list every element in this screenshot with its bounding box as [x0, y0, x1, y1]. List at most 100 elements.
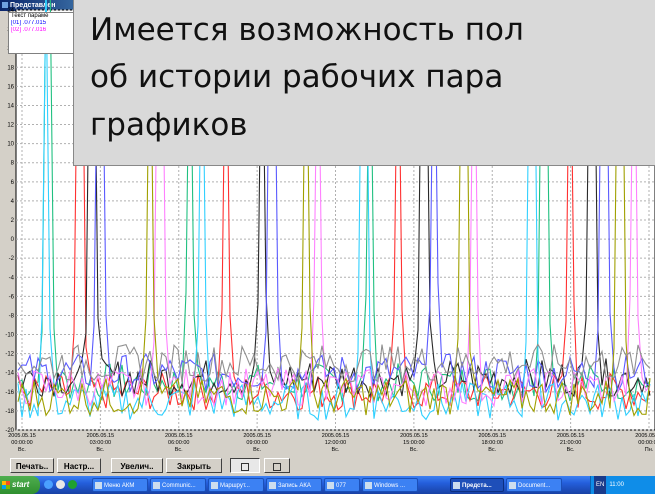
x-tick-label-date: 2005.05.15 — [243, 433, 271, 439]
y-tick-labels: 242220181614121086420-2-4-6-8-10-12-14-1… — [5, 8, 14, 434]
y-tick-label: -12 — [5, 352, 14, 358]
caption-line: об истории рабочих пара — [90, 59, 504, 95]
taskbar-item[interactable]: Запись АКА — [266, 478, 322, 492]
zoom-button[interactable]: Увелич.. — [111, 458, 163, 473]
series-line — [17, 0, 651, 408]
media-icon[interactable] — [68, 480, 77, 489]
legend-heading: Текст параме — [11, 13, 49, 19]
taskbar-app-icon — [153, 481, 160, 489]
clock[interactable]: 11:00 — [609, 482, 624, 488]
x-tick-label-time: 03:00:00 — [90, 440, 111, 446]
x-tick-label-day: Вс. — [488, 447, 496, 453]
taskbar-item[interactable]: Document... — [506, 478, 562, 492]
taskbar-app-icon — [327, 481, 334, 489]
y-tick-label: 16 — [7, 84, 14, 90]
y-tick-label: -20 — [5, 428, 14, 434]
system-tray: EN 11:00 — [590, 476, 655, 494]
x-tick-label-time: 21:00:00 — [560, 440, 581, 446]
y-tick-label: -16 — [5, 390, 14, 396]
y-tick-label: 10 — [7, 142, 14, 148]
y-tick-label: -8 — [9, 313, 15, 319]
taskbar-item[interactable]: Меню АКМ — [92, 478, 148, 492]
x-tick-label-day: Вс. — [18, 447, 26, 453]
view-toggle-button[interactable] — [230, 458, 260, 473]
legend-item[interactable]: [02] .077.016 — [11, 27, 47, 33]
windows-logo-icon — [2, 480, 10, 489]
y-tick-label: -14 — [5, 371, 14, 377]
taskbar-app-icon — [95, 481, 102, 489]
x-tick-label-day: Вс. — [567, 447, 575, 453]
x-tick-label-day: Вс. — [253, 447, 261, 453]
window-icon — [241, 462, 249, 471]
taskbar-app-icon — [211, 481, 218, 489]
y-tick-label: 18 — [7, 65, 14, 71]
taskbar-item[interactable]: 077 — [324, 478, 360, 492]
x-tick-label-date: 2005.05.15 — [87, 433, 115, 439]
taskbar-item[interactable]: Windows ... — [362, 478, 418, 492]
y-tick-label: -10 — [5, 333, 14, 339]
x-tick-label-time: 00:00:00 — [638, 440, 655, 446]
series-group — [17, 0, 651, 422]
taskbar-item-label: Запись АКА — [278, 483, 311, 489]
taskbar-item[interactable]: Маршрут... — [208, 478, 264, 492]
taskbar-app-icon — [453, 481, 460, 489]
taskbar-item[interactable]: Communic... — [150, 478, 206, 492]
window-title: Представлен — [10, 2, 56, 9]
y-tick-label: -4 — [9, 275, 15, 281]
y-tick-label: 12 — [7, 123, 14, 129]
x-tick-label-date: 2005.05.15 — [557, 433, 585, 439]
y-tick-label: -2 — [9, 256, 15, 262]
taskbar-app-icon — [269, 481, 276, 489]
caption-line: Имеется возможность пол — [90, 12, 524, 48]
taskbar-item-label: Communic... — [162, 483, 196, 489]
y-tick-label: 24 — [7, 8, 14, 14]
legend-item[interactable]: [01] .077.015 — [11, 20, 47, 26]
y-tick-label: 2 — [11, 218, 15, 224]
y-tick-label: 0 — [11, 237, 15, 243]
taskbar-item-label: Меню АКМ — [104, 483, 135, 489]
copy-button[interactable] — [264, 458, 290, 473]
x-tick-label-time: 09:00:00 — [246, 440, 267, 446]
caption-overlay: Имеется возможность пол об истории рабоч… — [73, 0, 655, 166]
x-tick-label-day: Пн. — [645, 447, 654, 453]
back-icon[interactable] — [56, 480, 65, 489]
x-tick-label-day: Вс. — [175, 447, 183, 453]
x-tick-label-date: 2005.05.15 — [165, 433, 193, 439]
x-tick-label-time: 06:00:00 — [168, 440, 189, 446]
x-tick-label-date: 2005.05.16 — [635, 433, 655, 439]
language-indicator[interactable]: EN — [594, 476, 607, 494]
print-button[interactable]: Печать.. — [10, 458, 54, 473]
caption-line: графиков — [90, 107, 248, 143]
x-tick-label-day: Вс. — [332, 447, 340, 453]
window-titlebar[interactable]: Представлен — [0, 0, 82, 11]
start-label: start — [12, 480, 30, 489]
ie-icon[interactable] — [44, 480, 53, 489]
button-bar: Печать.. Настр... Увелич.. Закрыть — [0, 456, 655, 476]
start-button[interactable]: start — [0, 476, 40, 494]
x-tick: 2005.05.1600:00:00Пн. — [635, 433, 655, 453]
x-tick-label-day: Вс. — [96, 447, 104, 453]
taskbar-item-label: Document... — [518, 483, 551, 489]
taskbar-item-label: Windows ... — [374, 483, 406, 489]
close-button[interactable]: Закрыть — [166, 458, 222, 473]
series-line — [17, 343, 651, 384]
x-tick-label-date: 2005.05.15 — [400, 433, 428, 439]
taskbar-item-label: Маршрут... — [220, 483, 250, 489]
y-tick-label: -6 — [9, 294, 15, 300]
x-tick-label-day: Вс. — [410, 447, 418, 453]
app-icon — [2, 2, 8, 9]
taskbar-item[interactable]: Предста... — [450, 478, 504, 492]
y-tick-label: 14 — [7, 103, 14, 109]
x-tick-label-time: 00:00:00 — [11, 440, 32, 446]
y-tick-label: 4 — [11, 199, 15, 205]
settings-button[interactable]: Настр... — [57, 458, 101, 473]
taskbar-app-icon — [365, 481, 372, 489]
